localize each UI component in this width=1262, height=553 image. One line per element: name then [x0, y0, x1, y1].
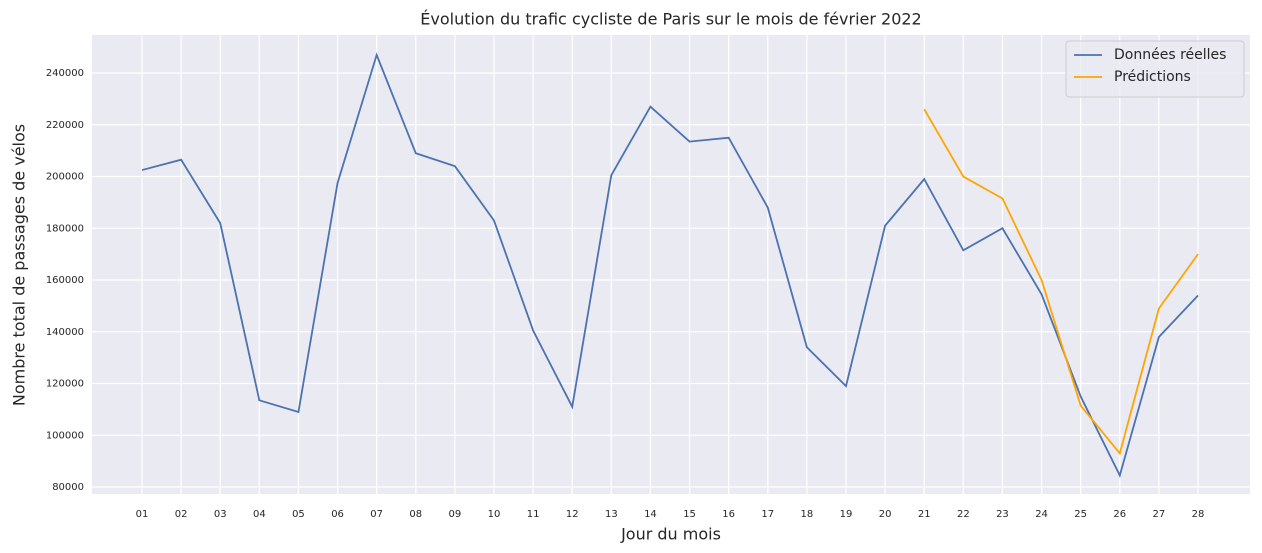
y-axis-label: Nombre total de passages de vélos: [10, 124, 29, 406]
y-tick-label: 140000: [46, 327, 84, 338]
x-tick-label: 13: [605, 509, 618, 520]
x-tick-label: 28: [1192, 509, 1205, 520]
y-tick-label: 180000: [46, 223, 84, 234]
y-tick-label: 100000: [46, 430, 84, 441]
y-tick-label: 240000: [46, 68, 84, 79]
line-series: [923, 108, 1199, 456]
x-axis-label: Jour du mois: [620, 525, 721, 544]
x-tick-label: 16: [722, 509, 735, 520]
x-tick-label: 18: [801, 509, 814, 520]
plot-area: [92, 35, 1250, 494]
x-tick-label: 20: [879, 509, 892, 520]
line-series: [141, 52, 1199, 478]
y-tick-label: 160000: [46, 275, 84, 286]
x-tick-label: 06: [331, 509, 344, 520]
y-tick-label: 80000: [52, 482, 84, 493]
x-tick-label: 15: [683, 509, 696, 520]
x-tick-label: 23: [996, 509, 1009, 520]
x-tick-label: 24: [1035, 509, 1048, 520]
x-tick-label: 25: [1074, 509, 1087, 520]
x-tick-label: 01: [136, 509, 149, 520]
x-tick-label: 08: [409, 509, 422, 520]
x-tick-label: 04: [253, 509, 266, 520]
x-tick-label: 22: [957, 509, 970, 520]
x-tick-label: 27: [1153, 509, 1166, 520]
x-tick-label: 02: [175, 509, 188, 520]
x-tick-label: 10: [488, 509, 501, 520]
x-tick-label: 26: [1113, 509, 1126, 520]
y-tick-label: 220000: [46, 120, 84, 131]
y-tick-label: 120000: [46, 379, 84, 390]
x-tick-label: 09: [449, 509, 462, 520]
x-tick-label: 12: [566, 509, 579, 520]
legend-label: Prédictions: [1114, 69, 1191, 85]
x-tick-label: 21: [918, 509, 931, 520]
x-tick-label: 03: [214, 509, 227, 520]
x-tick-label: 17: [761, 509, 774, 520]
x-tick-label: 11: [527, 509, 540, 520]
chart-title: Évolution du trafic cycliste de Paris su…: [420, 10, 921, 29]
x-tick-label: 19: [840, 509, 853, 520]
legend-label: Données réelles: [1114, 47, 1226, 63]
y-tick-label: 200000: [46, 172, 84, 183]
x-tick-label: 05: [292, 509, 305, 520]
x-tick-label: 07: [370, 509, 383, 520]
x-tick-label: 14: [644, 509, 657, 520]
legend-box: [1065, 40, 1245, 98]
